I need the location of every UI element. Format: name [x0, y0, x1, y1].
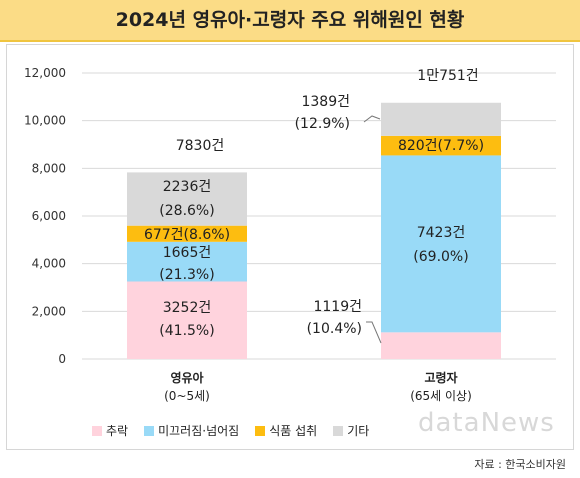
- y-tick-label: 2,000: [32, 304, 66, 318]
- data-label: 3252건: [163, 300, 212, 316]
- total-label: 1만751건: [417, 68, 478, 84]
- legend-item: 식품 섭취: [255, 422, 317, 439]
- y-tick-label: 0: [58, 352, 66, 366]
- legend-label: 미끄러짐·넘어짐: [158, 424, 240, 438]
- bar-segment: [381, 155, 501, 333]
- legend-item: 미끄러짐·넘어짐: [144, 422, 239, 439]
- legend-label: 추락: [106, 424, 129, 438]
- legend-swatch: [255, 425, 266, 436]
- data-label: 820건(7.7%): [398, 138, 484, 154]
- y-tick-label: 8,000: [32, 161, 66, 175]
- data-label: (69.0%): [413, 249, 468, 265]
- data-label: 1665건: [163, 245, 212, 261]
- watermark: dataNews: [418, 408, 555, 438]
- data-label: (28.6%): [159, 203, 214, 219]
- data-label: (21.3%): [159, 267, 214, 283]
- chart-frame: [6, 44, 574, 450]
- data-label: (12.9%): [295, 116, 350, 132]
- leader-line: [363, 115, 381, 123]
- x-category-label: 고령자: [424, 370, 457, 385]
- data-label: 7423건: [417, 225, 466, 241]
- bar-segment: [381, 102, 501, 136]
- bar-segment: [127, 281, 247, 359]
- data-label: 2236건: [163, 179, 212, 195]
- y-tick-label: 12,000: [24, 66, 66, 80]
- x-category-label: 영유아: [170, 370, 203, 385]
- y-tick-label: 10,000: [24, 114, 66, 128]
- data-label: (41.5%): [159, 323, 214, 339]
- bar-segment: [381, 135, 501, 156]
- total-label: 7830건: [176, 138, 225, 154]
- legend-swatch: [333, 425, 344, 436]
- legend-item: 추락: [92, 422, 128, 439]
- bar-segment: [127, 241, 247, 282]
- bar-segment: [381, 332, 501, 359]
- x-category-sublabel: (65세 이상): [410, 389, 472, 403]
- bar-segment: [127, 225, 247, 242]
- legend-label: 기타: [347, 424, 370, 438]
- title-bar: 2024년 영유아·고령자 주요 위해원인 현황: [0, 0, 580, 42]
- data-label: 677건(8.6%): [144, 227, 230, 243]
- data-label: 1119건: [313, 299, 362, 315]
- bar-segment: [127, 172, 247, 226]
- data-label: 1389건: [301, 94, 350, 110]
- legend-swatch: [144, 425, 155, 436]
- legend-label: 식품 섭취: [269, 424, 318, 438]
- chart-legend: 추락 미끄러짐·넘어짐 식품 섭취 기타: [92, 422, 369, 439]
- source-note: 자료 : 한국소비자원: [474, 458, 566, 471]
- leader-line: [366, 321, 382, 344]
- data-label: (10.4%): [307, 321, 362, 337]
- chart-title: 2024년 영유아·고령자 주요 위해원인 현황: [115, 9, 465, 31]
- x-category-sublabel: (0~5세): [164, 389, 210, 403]
- legend-swatch: [92, 425, 102, 436]
- y-tick-label: 4,000: [32, 257, 66, 271]
- legend-item: 기타: [333, 422, 369, 439]
- y-tick-label: 6,000: [32, 209, 66, 223]
